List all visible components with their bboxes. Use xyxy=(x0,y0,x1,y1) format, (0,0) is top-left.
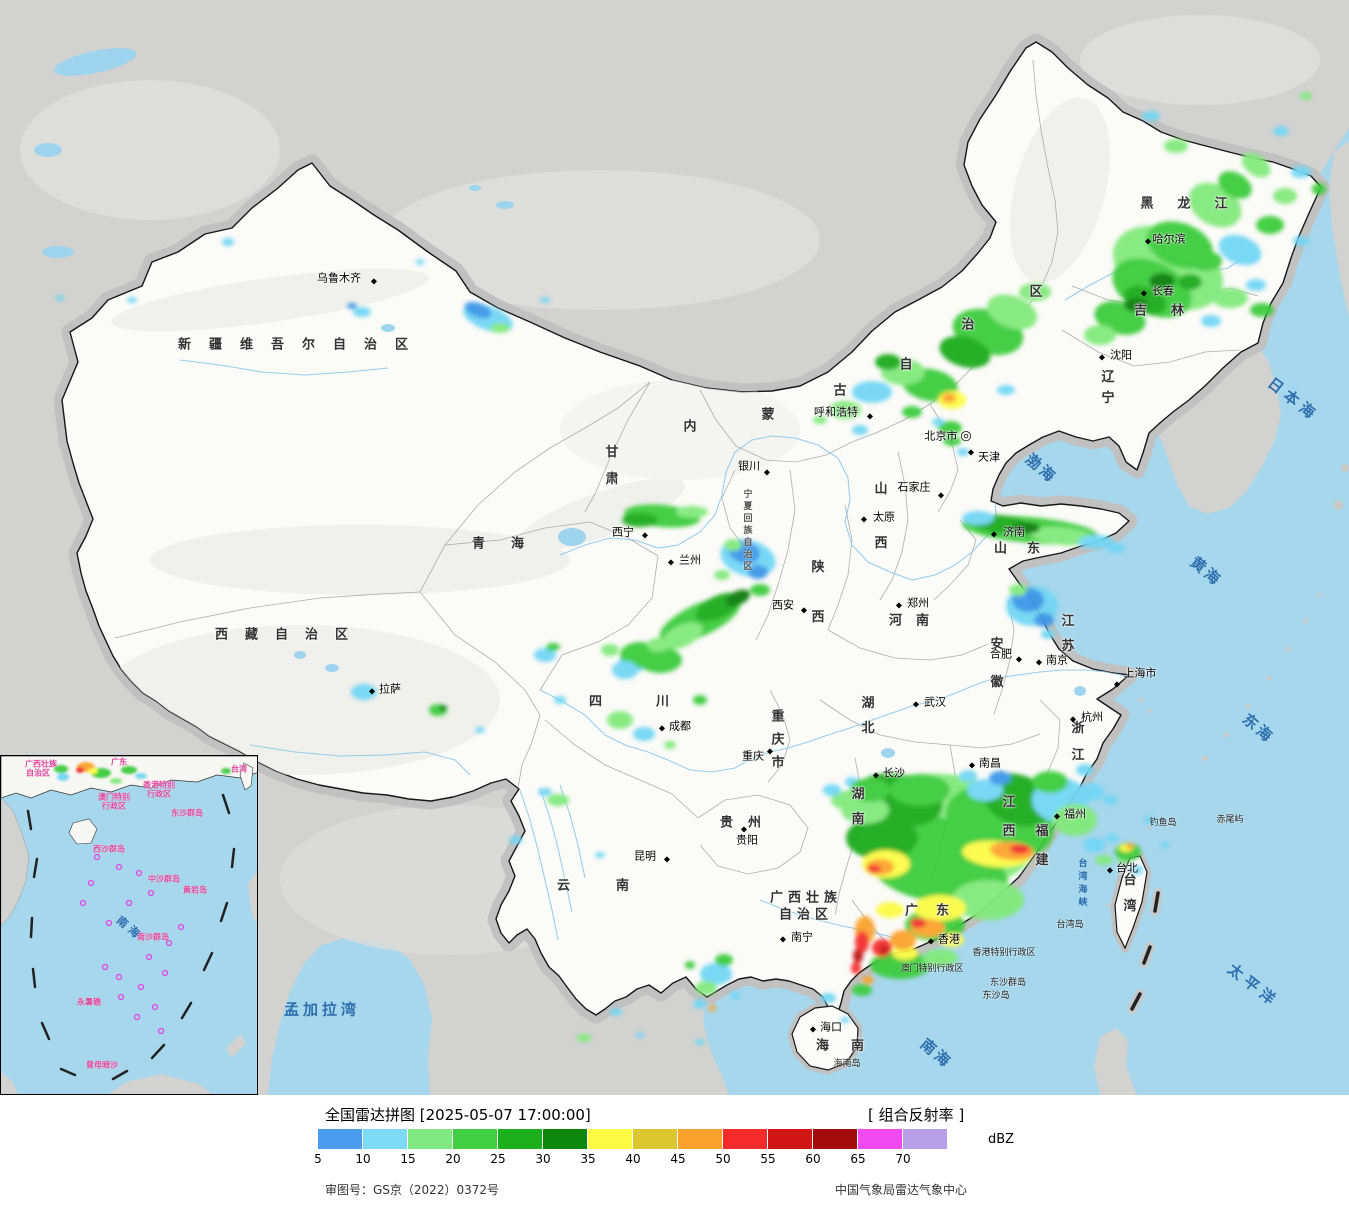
legend-panel: 全国雷达拼图 [2025-05-07 17:00:00] [ 组合反射率 ] 5… xyxy=(0,1095,1349,1208)
inset-palawan xyxy=(226,1034,246,1058)
inset-vietnam xyxy=(1,797,30,927)
legend-colorbar: 5 10 15 20 25 30 35 40 45 50 55 60 65 70 xyxy=(314,1129,948,1166)
legend-color-40: 40 xyxy=(625,1129,677,1166)
legend-color-50: 50 xyxy=(715,1129,767,1166)
legend-tick: 30 xyxy=(535,1152,551,1166)
legend-tick: 70 xyxy=(895,1152,911,1166)
legend-tick: 20 xyxy=(445,1152,461,1166)
legend-color-45: 45 xyxy=(670,1129,722,1166)
legend-color-70: 70 xyxy=(895,1129,947,1166)
inset-nine-dash-line xyxy=(26,793,236,1081)
south-china-sea-inset: 广西壮族 自治区 广东 台湾 香港特别 行政区 澳门特别 行政区 东沙群岛 西沙群岛 中沙群岛 黄岩岛… xyxy=(0,755,258,1095)
inset-reefs xyxy=(79,853,185,1035)
product-label: [ 组合反射率 ] xyxy=(868,1106,965,1124)
foreign-lakes xyxy=(34,48,1017,258)
legend-tick: 45 xyxy=(670,1152,686,1166)
inset-taiwan xyxy=(239,762,254,791)
inset-echo-layer xyxy=(54,762,231,784)
inset-china-coast xyxy=(1,756,257,799)
legend-color-15: 15 xyxy=(400,1129,452,1166)
map-canvas xyxy=(0,0,1349,1095)
map-license: 审图号：GS京（2022）0372号 xyxy=(325,1183,499,1197)
japan-coast xyxy=(1329,141,1349,318)
inset-hainan xyxy=(68,818,98,845)
nine-dash-line xyxy=(1130,891,1160,1011)
legend-tick: 65 xyxy=(850,1152,866,1166)
legend-unit: dBZ xyxy=(988,1132,1015,1147)
legend-tick: 25 xyxy=(490,1152,506,1166)
map-title: 全国雷达拼图 [2025-05-07 17:00:00] xyxy=(325,1106,591,1124)
legend-tick: 35 xyxy=(580,1152,596,1166)
inset-malay xyxy=(1,1072,19,1094)
china-interior xyxy=(100,59,1259,957)
legend-color-10: 10 xyxy=(355,1129,407,1166)
legend-color-25: 25 xyxy=(490,1129,542,1166)
credit: 中国气象局雷达气象中心 xyxy=(835,1183,968,1197)
legend-tick: 50 xyxy=(715,1152,731,1166)
inset-luzon xyxy=(248,870,257,924)
legend-color-5: 5 xyxy=(314,1129,362,1166)
legend-color-35: 35 xyxy=(580,1129,632,1166)
legend-tick: 40 xyxy=(625,1152,641,1166)
radar-echo-layer xyxy=(56,92,1326,1045)
luzon-island xyxy=(1094,1028,1137,1095)
legend-color-55: 55 xyxy=(760,1129,812,1166)
inset-borneo xyxy=(108,1074,213,1094)
legend-color-65: 65 xyxy=(850,1129,902,1166)
legend-tick: 10 xyxy=(355,1152,371,1166)
legend-color-30: 30 xyxy=(535,1129,587,1166)
legend-color-20: 20 xyxy=(445,1129,497,1166)
china-radar-map: 新疆维吾尔自治区 西藏自治区 青海甘 肃内蒙古自治区宁 夏 回 族 自 治 区陕 西… xyxy=(0,0,1349,1095)
legend-tick: 15 xyxy=(400,1152,416,1166)
legend-tick: 60 xyxy=(805,1152,821,1166)
legend-tick: 5 xyxy=(314,1152,322,1166)
inset-canvas xyxy=(1,756,257,1094)
legend-color-60: 60 xyxy=(805,1129,857,1166)
lakes xyxy=(294,324,1086,758)
legend-tick: 55 xyxy=(760,1152,776,1166)
